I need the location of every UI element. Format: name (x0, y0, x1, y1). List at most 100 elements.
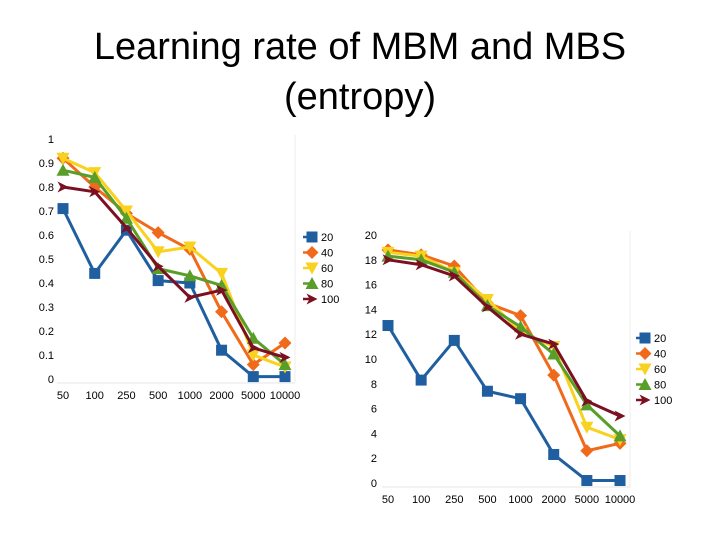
chart-2-series-100-point (581, 395, 593, 407)
chart-1-legend-marker (305, 262, 319, 275)
chart-1-y-tick-label: 0.5 (39, 254, 54, 266)
chart-1-y-tick-label: 0.4 (39, 278, 54, 290)
chart-2-y-tick-label: 14 (365, 304, 377, 316)
chart-1-legend-marker (306, 231, 318, 243)
chart-2-series-100-point (515, 328, 527, 340)
chart-2-x-tick-label: 10000 (605, 494, 636, 506)
chart-2-x-tick-label: 1000 (508, 494, 532, 506)
chart-2-series-20-point (614, 475, 626, 487)
chart-2-series-20-point (581, 475, 593, 487)
chart-2-legend-label: 100 (654, 395, 672, 407)
chart-2-series-40-point (580, 444, 594, 458)
chart-1-series-100-point (184, 291, 196, 303)
chart-2-series-80 (381, 249, 627, 442)
chart-2-legend: 20 40 60 80 100 (636, 332, 672, 407)
chart-1-series-60 (56, 152, 292, 374)
chart-2-legend-label: 20 (654, 333, 666, 345)
chart-1-series-20-point (89, 267, 101, 279)
chart-2-legend-marker (638, 378, 652, 390)
chart-2-series-80-point (514, 320, 528, 333)
chart-1-y-tick-label: 0.1 (39, 350, 54, 362)
chart-1-legend-label: 40 (321, 248, 333, 260)
chart-1-x-tick-label: 2000 (209, 390, 233, 402)
chart-1-series-100-point (216, 284, 228, 296)
chart-2-series-20-point (515, 393, 527, 405)
chart-1-series-60-point (215, 267, 229, 280)
chart-2-x-tick-label: 250 (445, 494, 463, 506)
chart-2-series-40-line (387, 248, 621, 453)
chart-2-series-40-point (547, 368, 561, 382)
chart-2-series-20-point (548, 448, 560, 460)
chart-2-series-40-point (514, 309, 528, 323)
chart-2-y-tick-label: 20 (365, 230, 377, 242)
chart-1-legend-marker (305, 277, 319, 289)
chart-1-series-100-point (120, 222, 132, 234)
chart-2-x-tick-label: 100 (412, 494, 430, 506)
chart-2-series-20-point (448, 334, 460, 346)
chart-1-series-40-point (278, 336, 292, 350)
chart-2-y-tick-label: 16 (365, 280, 377, 292)
chart-1-series-60-point (56, 152, 70, 165)
chart-2-legend-label: 80 (654, 380, 666, 392)
chart-2-series-100-point (548, 338, 560, 350)
chart-1-legend-label: 80 (321, 279, 333, 291)
chart-1-series-40-point (215, 305, 229, 319)
chart-1-x-tick-label: 50 (57, 390, 69, 402)
chart-1-y-tick-label: 0.2 (39, 326, 54, 338)
chart-2-series-80-point (381, 249, 395, 262)
chart-2-y-tick-label: 6 (371, 404, 377, 416)
chart-2-x-tick-label: 50 (382, 494, 394, 506)
chart-1-x-tick-label: 100 (86, 390, 104, 402)
chart-2-legend-marker (638, 347, 652, 360)
chart-1-x-tick-label: 10000 (270, 390, 301, 402)
chart-1: 0 0.1 0.2 0.3 0.4 0.5 0.6 0.7 0.8 0.9 1 50 100 250 500… (39, 134, 340, 402)
chart-1-series-60-point (151, 246, 165, 259)
chart-1-series-60-line (62, 156, 286, 369)
chart-2-x-tick-label: 5000 (575, 494, 599, 506)
chart-1-y-tick-label: 0.7 (39, 206, 54, 218)
chart-2-series-80-point (613, 429, 627, 442)
chart-1-y-tick-label: 0 (48, 374, 54, 386)
chart-2-series-20 (382, 320, 626, 487)
chart-1-series-80-point (119, 211, 133, 224)
title-line-2: (entropy) (283, 76, 437, 118)
chart-2-y-tick-label: 0 (371, 478, 377, 490)
chart-2-series-100 (382, 254, 626, 422)
chart-2-legend-marker (638, 363, 652, 376)
chart-1-series-20-point (279, 371, 291, 383)
chart-2-series-80-point (580, 398, 594, 411)
chart-2-legend-marker (639, 394, 651, 406)
chart-1-legend: 20 40 60 80 100 (303, 231, 339, 306)
chart-2-series-100-point (415, 259, 427, 271)
chart-1-x-tick-label: 500 (149, 390, 167, 402)
chart-1-series-100-point (57, 181, 69, 193)
chart-1-legend-label: 100 (321, 294, 339, 306)
title-line-1: Learning rate of MBM and MBS (93, 26, 627, 68)
chart-1-y-tick-label: 0.8 (39, 182, 54, 194)
chart-1-series-80-point (183, 269, 197, 282)
chart-2-series-80-point (547, 347, 561, 360)
chart-2-series-100-point (382, 254, 394, 266)
chart-2-legend-label: 60 (654, 364, 666, 376)
chart-2-x-tick-label: 2000 (541, 494, 565, 506)
chart-1-x-tick-label: 1000 (178, 390, 202, 402)
chart-1-series-20-point (184, 277, 196, 289)
chart-1-y-tick-label: 0.6 (39, 230, 54, 242)
chart-2-series-100-line (387, 258, 621, 418)
chart-1-series-20-point (247, 371, 259, 383)
chart-2-legend-label: 40 (654, 349, 666, 361)
chart-1-series-80-line (62, 168, 286, 366)
chart-1-series-100-line (62, 185, 286, 359)
chart-2-y-tick-label: 2 (371, 453, 377, 465)
chart-2-series-20-point (481, 385, 493, 397)
chart-1-series-100 (57, 181, 291, 363)
chart-1-y-tick-label: 0.3 (39, 302, 54, 314)
chart-1-series-40-point (151, 226, 165, 240)
chart-2-series-60 (381, 246, 627, 447)
chart-1-series-20-point (216, 344, 228, 356)
slide-title: Learning rate of MBM and MBS (entropy) (40, 22, 680, 122)
chart-2-y-tick-label: 12 (365, 329, 377, 341)
chart-2-series-60-point (580, 421, 594, 434)
chart-2-y-tick-label: 18 (365, 255, 377, 267)
chart-1-series-80-point (88, 170, 102, 183)
